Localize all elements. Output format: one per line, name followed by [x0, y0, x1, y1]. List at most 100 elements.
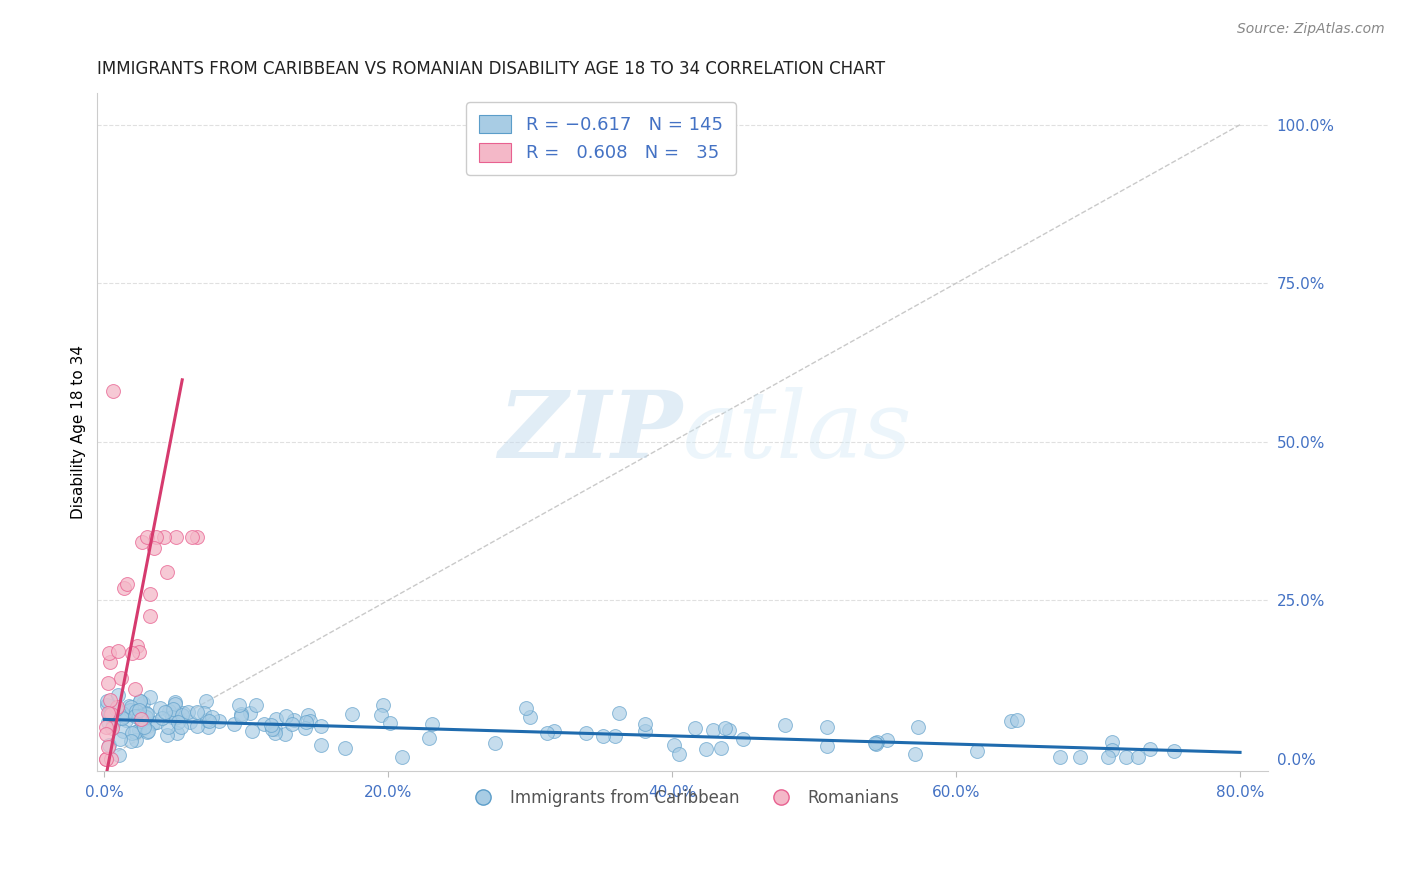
Point [97, 714, 120, 729]
Point [193, 706, 215, 720]
Point [197, 720, 219, 734]
Point [515, 700, 537, 714]
Point [107, 689, 129, 703]
Point [186, 705, 208, 719]
Point [138, 609, 160, 624]
Point [733, 732, 755, 747]
Point [124, 725, 146, 739]
Point [294, 722, 316, 736]
Point [100, 752, 122, 766]
Point [333, 741, 356, 756]
Point [170, 720, 193, 734]
Point [124, 681, 146, 696]
Point [135, 725, 157, 739]
Point [120, 703, 142, 717]
Point [295, 715, 318, 730]
Point [165, 711, 187, 725]
Point [166, 710, 188, 724]
Point [135, 710, 157, 724]
Point [418, 731, 440, 745]
Point [775, 717, 797, 731]
Point [283, 713, 305, 727]
Point [163, 695, 186, 709]
Point [1049, 750, 1071, 764]
Point [179, 714, 201, 729]
Point [519, 710, 541, 724]
Point [97, 706, 120, 720]
Point [197, 714, 219, 728]
Point [157, 704, 180, 718]
Point [128, 706, 150, 721]
Point [97, 675, 120, 690]
Point [152, 530, 174, 544]
Point [167, 714, 190, 729]
Point [904, 747, 927, 761]
Point [186, 719, 208, 733]
Point [240, 723, 263, 738]
Point [1101, 734, 1123, 748]
Point [180, 530, 202, 544]
Point [714, 721, 737, 735]
Point [1097, 750, 1119, 764]
Point [420, 717, 443, 731]
Point [97, 707, 120, 722]
Point [166, 725, 188, 739]
Point [172, 708, 194, 723]
Point [543, 723, 565, 738]
Point [634, 724, 657, 739]
Point [1115, 750, 1137, 764]
Point [155, 705, 177, 719]
Point [274, 727, 297, 741]
Point [299, 714, 322, 729]
Point [607, 706, 630, 720]
Point [124, 705, 146, 719]
Point [876, 732, 898, 747]
Point [260, 718, 283, 732]
Point [112, 709, 135, 723]
Point [165, 530, 187, 544]
Point [124, 708, 146, 723]
Point [200, 709, 222, 723]
Point [157, 720, 180, 734]
Point [195, 713, 218, 727]
Point [101, 717, 124, 731]
Point [149, 701, 172, 715]
Point [111, 724, 134, 739]
Point [145, 714, 167, 729]
Point [98, 707, 121, 722]
Point [264, 722, 287, 736]
Text: IMMIGRANTS FROM CARIBBEAN VS ROMANIAN DISABILITY AGE 18 TO 34 CORRELATION CHART: IMMIGRANTS FROM CARIBBEAN VS ROMANIAN DI… [97, 60, 886, 78]
Point [115, 714, 138, 728]
Point [575, 725, 598, 739]
Point [702, 723, 724, 738]
Point [107, 703, 129, 717]
Point [94, 726, 117, 740]
Point [1163, 744, 1185, 758]
Point [131, 534, 153, 549]
Point [229, 706, 252, 721]
Point [135, 706, 157, 720]
Point [94, 752, 117, 766]
Point [865, 734, 887, 748]
Point [222, 717, 245, 731]
Point [966, 744, 988, 758]
Point [1126, 750, 1149, 764]
Point [145, 530, 167, 544]
Point [111, 706, 134, 720]
Point [112, 581, 135, 595]
Point [139, 587, 162, 601]
Point [484, 736, 506, 750]
Point [98, 646, 121, 660]
Point [121, 646, 143, 660]
Point [208, 714, 231, 729]
Point [668, 747, 690, 761]
Point [132, 721, 155, 735]
Point [108, 731, 131, 746]
Point [373, 698, 395, 712]
Text: atlas: atlas [683, 387, 912, 477]
Point [107, 644, 129, 658]
Point [1101, 743, 1123, 757]
Point [695, 741, 717, 756]
Point [186, 530, 208, 544]
Point [142, 716, 165, 731]
